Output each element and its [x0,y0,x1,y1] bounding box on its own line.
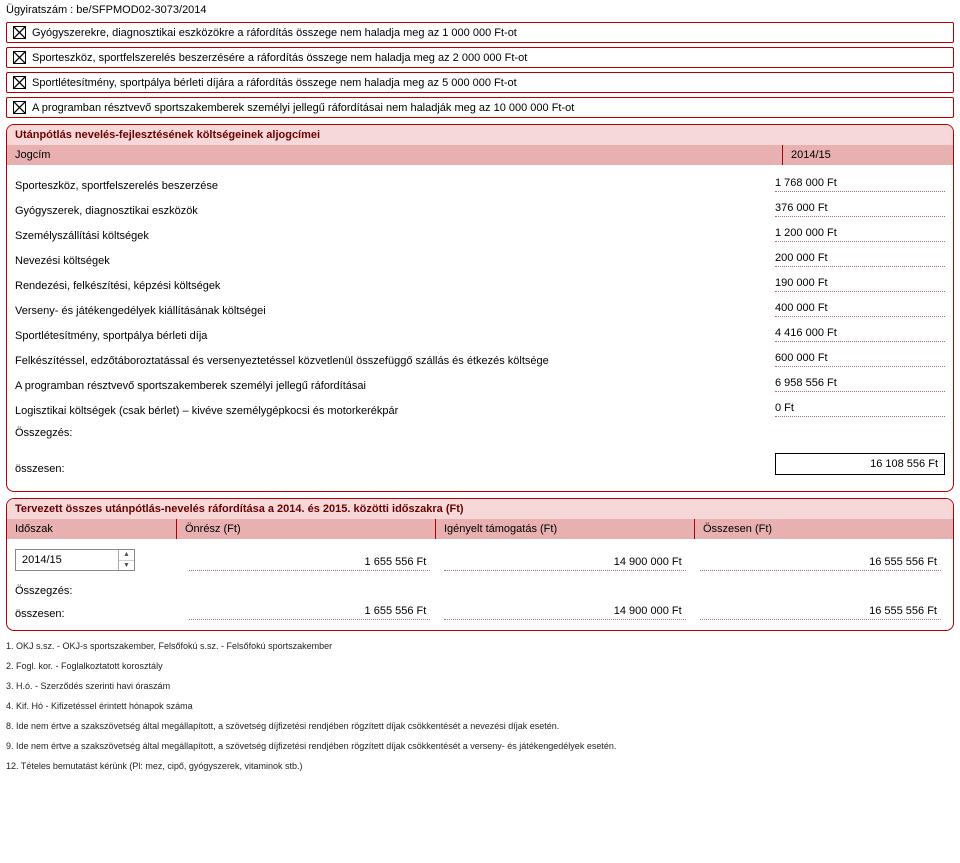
checkbox[interactable] [13,26,26,39]
checkbox-row: Sportlétesítmény, sportpálya bérleti díj… [6,72,954,93]
cost-item-value: 190 000 Ft [775,277,945,292]
cost-item-value: 376 000 Ft [775,202,945,217]
cost-item-row: Sporteszköz, sportfelszerelés beszerzése… [15,169,945,194]
cost-item-label: Rendezési, felkészítési, képzési költség… [15,280,775,292]
planned-req: 14 900 000 Ft [444,556,685,571]
spinbox-arrows[interactable]: ▲ ▼ [118,550,134,570]
checkbox-label: Sportlétesítmény, sportpálya bérleti díj… [32,77,517,89]
period-value: 2014/15 [16,554,118,566]
planned-hdr-period: Időszak [7,519,177,539]
footnote: 8. Ide nem értve a szakszövetség által m… [6,721,954,731]
footnote: 12. Tételes bemutatást kérünk (Pl: mez, … [6,761,954,771]
planned-sum-req: 14 900 000 Ft [444,605,685,620]
planned-hdr-req: Igényelt támogatás (Ft) [436,519,695,539]
costs-header-row: Jogcím 2014/15 [7,145,953,165]
cost-item-row: Logisztikai költségek (csak bérlet) – ki… [15,394,945,419]
chevron-up-icon[interactable]: ▲ [119,550,134,561]
planned-total: 16 555 556 Ft [700,556,941,571]
period-spinbox[interactable]: 2014/15 ▲ ▼ [15,549,135,571]
cost-item-value: 400 000 Ft [775,302,945,317]
costs-header-year: 2014/15 [783,145,953,165]
footnote: 2. Fogl. kor. - Foglalkoztatott korosztá… [6,661,954,671]
cost-item-row: Személyszállítási költségek1 200 000 Ft [15,219,945,244]
cost-item-row: Gyógyszerek, diagnosztikai eszközök376 0… [15,194,945,219]
planned-hdr-total: Összesen (Ft) [695,519,953,539]
checkbox[interactable] [13,76,26,89]
cost-item-label: Sportlétesítmény, sportpálya bérleti díj… [15,330,775,342]
costs-sum-value: 16 108 556 Ft [775,453,945,475]
costs-sum-row: összesen: 16 108 556 Ft [15,447,945,481]
cost-item-value: 4 416 000 Ft [775,327,945,342]
planned-sum-own: 1 655 556 Ft [189,605,430,620]
planned-sum-header: Összegzés: [15,577,945,605]
planned-hdr-own: Önrész (Ft) [177,519,436,539]
cost-item-label: Személyszállítási költségek [15,230,775,242]
chevron-down-icon[interactable]: ▼ [119,561,134,571]
doc-id: Ügyiratszám : be/SFPMOD02-3073/2014 [6,4,954,16]
cost-item-label: Gyógyszerek, diagnosztikai eszközök [15,205,775,217]
footnote: 9. Ide nem értve a szakszövetség által m… [6,741,954,751]
planned-header-row: Időszak Önrész (Ft) Igényelt támogatás (… [7,519,953,539]
planned-data-row: 2014/15 ▲ ▼ 1 655 556 Ft 14 900 000 Ft 1… [7,539,953,577]
checkbox-list: Gyógyszerekre, diagnosztikai eszközökre … [6,22,954,118]
costs-header-jogcim: Jogcím [7,145,783,165]
cost-item-value: 200 000 Ft [775,252,945,267]
cost-item-value: 6 958 556 Ft [775,377,945,392]
checkbox-row: Sporteszköz, sportfelszerelés beszerzésé… [6,47,954,68]
cost-item-label: Verseny- és játékengedélyek kiállításána… [15,305,775,317]
cost-item-value: 1 200 000 Ft [775,227,945,242]
costs-sum-label: összesen: [15,463,775,475]
planned-sum-total: 16 555 556 Ft [700,605,941,620]
footnote: 3. H.ó. - Szerződés szerinti havi óraszá… [6,681,954,691]
cost-item-label: A programban résztvevő sportszakemberek … [15,380,775,392]
costs-sum-header: Összegzés: [15,419,945,447]
cost-item-row: Felkészítéssel, edzőtáboroztatással és v… [15,344,945,369]
cost-item-label: Felkészítéssel, edzőtáboroztatással és v… [15,355,775,367]
cost-item-row: Verseny- és játékengedélyek kiállításána… [15,294,945,319]
cost-item-label: Logisztikai költségek (csak bérlet) – ki… [15,405,775,417]
planned-sum-label: összesen: [15,608,185,620]
cost-item-label: Sporteszköz, sportfelszerelés beszerzése [15,180,775,192]
footnote: 1. OKJ s.sz. - OKJ-s sportszakember, Fel… [6,641,954,651]
checkbox-row: A programban résztvevő sportszakemberek … [6,97,954,118]
cost-item-row: Sportlétesítmény, sportpálya bérleti díj… [15,319,945,344]
cost-item-row: A programban résztvevő sportszakemberek … [15,369,945,394]
costs-body: Sporteszköz, sportfelszerelés beszerzése… [7,165,953,491]
cost-item-label: Nevezési költségek [15,255,775,267]
cost-item-row: Nevezési költségek200 000 Ft [15,244,945,269]
planned-title: Tervezett összes utánpótlás-nevelés ráfo… [7,499,953,519]
footnote: 4. Kif. Hó - Kifizetéssel érintett hónap… [6,701,954,711]
costs-section: Utánpótlás nevelés-fejlesztésének költsé… [6,124,954,492]
planned-section: Tervezett összes utánpótlás-nevelés ráfo… [6,498,954,631]
cost-item-value: 1 768 000 Ft [775,177,945,192]
checkbox-label: Sporteszköz, sportfelszerelés beszerzésé… [32,52,527,64]
cost-item-value: 600 000 Ft [775,352,945,367]
checkbox-row: Gyógyszerekre, diagnosztikai eszközökre … [6,22,954,43]
checkbox[interactable] [13,51,26,64]
checkbox-label: A programban résztvevő sportszakemberek … [32,102,574,114]
checkbox[interactable] [13,101,26,114]
footnotes: 1. OKJ s.sz. - OKJ-s sportszakember, Fel… [6,641,954,771]
planned-own: 1 655 556 Ft [189,556,430,571]
cost-item-value: 0 Ft [775,402,945,417]
checkbox-label: Gyógyszerekre, diagnosztikai eszközökre … [32,27,517,39]
costs-title: Utánpótlás nevelés-fejlesztésének költsé… [7,125,953,145]
cost-item-row: Rendezési, felkészítési, képzési költség… [15,269,945,294]
